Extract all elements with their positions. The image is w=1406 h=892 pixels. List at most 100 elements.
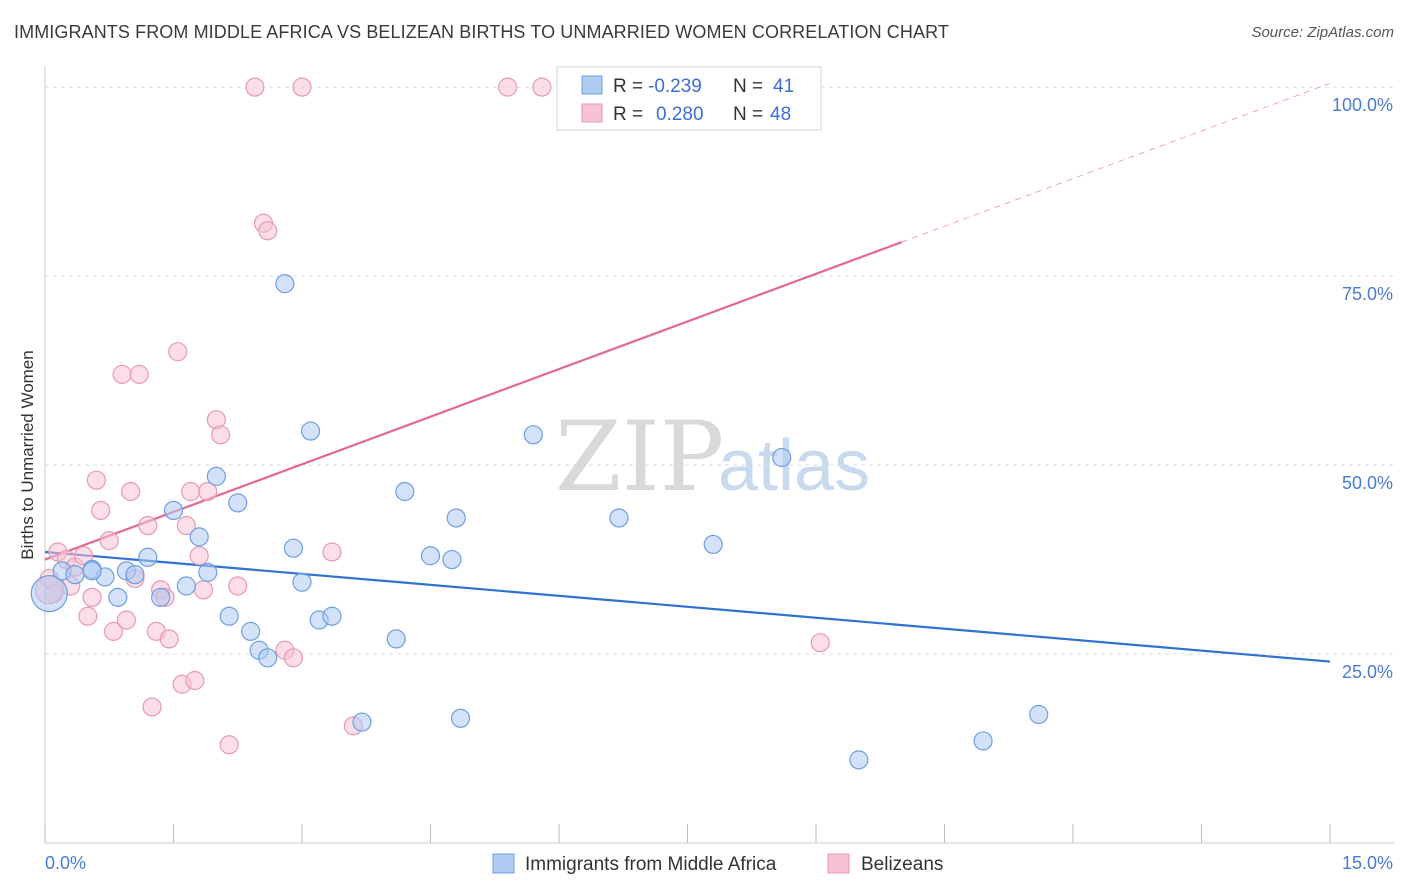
point-middle-africa <box>703 534 723 555</box>
legend-n-value-1: 41 <box>773 76 794 97</box>
point-middle-africa <box>189 527 209 547</box>
point-middle-africa <box>125 565 145 585</box>
point-middle-africa <box>609 508 629 528</box>
point-belizean <box>121 481 141 502</box>
legend-r-label-2: R = <box>613 104 643 125</box>
legend-r-label-1: R = <box>613 76 643 97</box>
point-belizean <box>193 580 214 600</box>
y-tick-label: 50.0% <box>1342 473 1393 493</box>
data-points <box>30 77 1049 770</box>
point-middle-africa <box>420 546 441 566</box>
y-tick-label: 75.0% <box>1342 284 1393 304</box>
point-middle-africa <box>446 508 466 528</box>
point-belizean <box>176 515 196 536</box>
chart-source: Source: ZipAtlas.com <box>1251 24 1394 41</box>
point-belizean <box>142 697 162 717</box>
legend-n-label-2: N = <box>733 104 763 125</box>
point-belizean <box>810 633 830 653</box>
point-belizean <box>185 670 205 691</box>
point-middle-africa <box>849 750 869 770</box>
point-belizean <box>532 77 552 97</box>
point-middle-africa <box>241 621 261 641</box>
trend-lines <box>44 82 1331 663</box>
point-belizean <box>129 364 149 384</box>
point-middle-africa <box>258 648 278 668</box>
point-belizean <box>99 531 119 551</box>
y-tick-label: 100.0% <box>1332 95 1393 115</box>
tick-labels: 25.0% 50.0% 75.0% 100.0% 0.0% 15.0% <box>45 95 1393 873</box>
bottom-legend-swatch-pink <box>827 853 850 874</box>
trend-line-belizeans <box>44 241 903 561</box>
legend-n-label-1: N = <box>733 76 763 97</box>
point-middle-africa <box>322 606 342 626</box>
point-middle-africa <box>30 574 68 613</box>
x-tick-label-min: 0.0% <box>45 853 86 873</box>
chart-title: IMMIGRANTS FROM MIDDLE AFRICA VS BELIZEA… <box>14 22 949 42</box>
point-belizean <box>168 342 188 362</box>
point-middle-africa <box>82 561 102 581</box>
legend-r-value-1: -0.239 <box>648 76 702 97</box>
point-belizean <box>181 481 201 502</box>
point-belizean <box>159 629 179 649</box>
point-belizean <box>258 221 278 241</box>
trend-line-middle-africa <box>44 550 1331 663</box>
point-middle-africa <box>138 547 158 567</box>
point-belizean <box>211 425 231 445</box>
point-belizean <box>91 500 111 521</box>
legend-box: R = -0.239 N = 41 R = 0.280 N = 48 <box>556 66 822 131</box>
point-middle-africa <box>973 731 993 751</box>
point-belizean <box>283 648 304 668</box>
y-axis-title: Births to Unmarried Women <box>18 350 37 559</box>
point-belizean <box>322 542 342 562</box>
point-middle-africa <box>442 549 462 570</box>
legend-n-value-2: 48 <box>770 104 791 125</box>
point-middle-africa <box>386 629 406 649</box>
watermark-zip: ZIP <box>555 401 724 513</box>
point-belizean <box>116 610 136 630</box>
point-belizean <box>112 364 132 384</box>
point-belizean <box>78 606 98 626</box>
point-belizean <box>138 515 158 536</box>
point-middle-africa <box>523 425 543 445</box>
point-middle-africa <box>292 572 312 592</box>
point-middle-africa <box>151 587 171 607</box>
point-middle-africa <box>206 466 226 486</box>
point-middle-africa <box>450 708 471 728</box>
point-middle-africa <box>395 481 415 502</box>
point-middle-africa <box>108 587 128 607</box>
point-middle-africa <box>163 500 184 521</box>
legend-swatch-blue <box>581 75 603 95</box>
point-middle-africa <box>228 493 248 513</box>
point-middle-africa <box>283 538 304 558</box>
point-belizean <box>245 77 265 97</box>
axes <box>44 66 1395 844</box>
point-middle-africa <box>65 565 85 585</box>
point-belizean <box>103 621 124 641</box>
point-belizean <box>498 77 518 97</box>
legend-swatch-pink <box>581 103 603 123</box>
point-belizean <box>86 470 107 490</box>
point-middle-africa <box>275 274 295 294</box>
point-middle-africa <box>176 576 196 596</box>
point-belizean <box>73 546 94 566</box>
watermark-atlas: atlas <box>718 426 870 506</box>
point-belizean <box>82 587 102 607</box>
bottom-legend: Immigrants from Middle Africa Belizeans <box>492 853 943 875</box>
bottom-legend-label-2: Belizeans <box>861 854 943 875</box>
point-middle-africa <box>300 421 321 441</box>
legend-r-value-2: 0.280 <box>656 104 704 125</box>
point-belizean <box>219 735 239 755</box>
point-middle-africa <box>219 606 239 626</box>
bottom-legend-label-1: Immigrants from Middle Africa <box>525 854 777 875</box>
x-tick-label-max: 15.0% <box>1342 853 1393 873</box>
point-middle-africa <box>1029 704 1049 725</box>
point-belizean <box>189 546 209 566</box>
point-belizean <box>198 481 218 502</box>
trend-line-belizeans-extension <box>901 82 1331 243</box>
point-belizean <box>228 576 248 596</box>
point-belizean <box>292 77 312 97</box>
y-tick-label: 25.0% <box>1342 662 1393 682</box>
point-middle-africa <box>352 712 372 732</box>
point-middle-africa <box>198 562 218 582</box>
